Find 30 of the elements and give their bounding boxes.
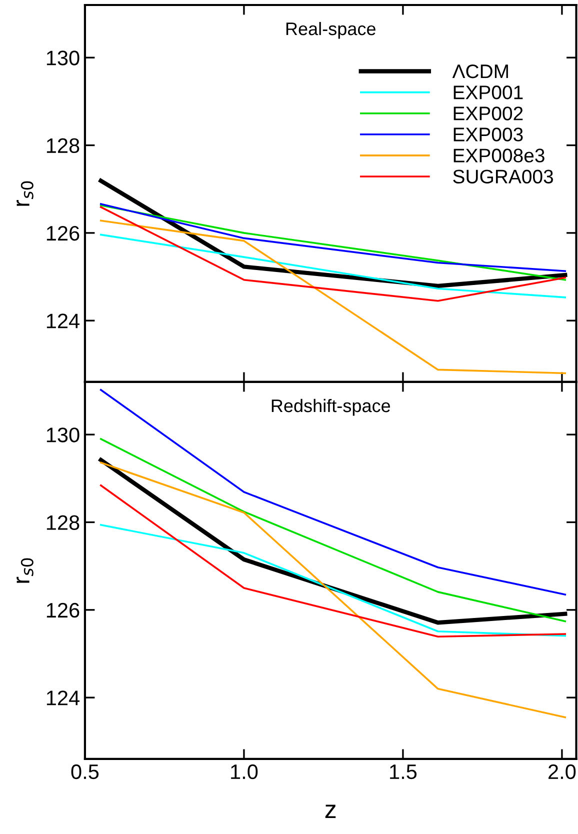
legend-label: EXP002 [454, 106, 523, 120]
legend-label: EXP003 [454, 128, 523, 142]
x-tick-label: 2.0 [548, 764, 576, 780]
line-series [100, 220, 566, 374]
x-axis-title: z [325, 804, 336, 818]
line-series [100, 462, 566, 718]
y-tick-label: 124 [46, 690, 80, 706]
y-tick-label: 128 [46, 515, 80, 530]
y-tick-label: 126 [46, 602, 80, 618]
y-tick-label: 128 [46, 138, 80, 154]
y-tick-label: 130 [46, 428, 80, 442]
legend-label: EXP008e3 [454, 148, 544, 162]
legend-label: ΛCDM [452, 64, 508, 78]
x-tick-label: 1.5 [390, 764, 417, 780]
text: Real-space [286, 22, 376, 39]
line-series [100, 234, 566, 298]
text: Redshift-space [272, 398, 390, 416]
line-series [100, 388, 566, 596]
y-tick-label: 124 [46, 314, 80, 328]
y-tick-label: 126 [46, 226, 80, 241]
line-series [100, 484, 566, 638]
legend-label: SUGRA003 [453, 170, 553, 184]
legend-label: EXP001 [454, 86, 523, 100]
y-tick-label: 130 [46, 50, 80, 66]
y-axis-title: r$_{s0}$ [16, 558, 34, 583]
y-axis-title: r$_{s0}$ [16, 181, 34, 206]
line-series [100, 524, 566, 637]
line-series [100, 206, 566, 302]
x-tick-label: 1.0 [231, 764, 258, 780]
x-tick-label: 0.5 [71, 764, 99, 780]
